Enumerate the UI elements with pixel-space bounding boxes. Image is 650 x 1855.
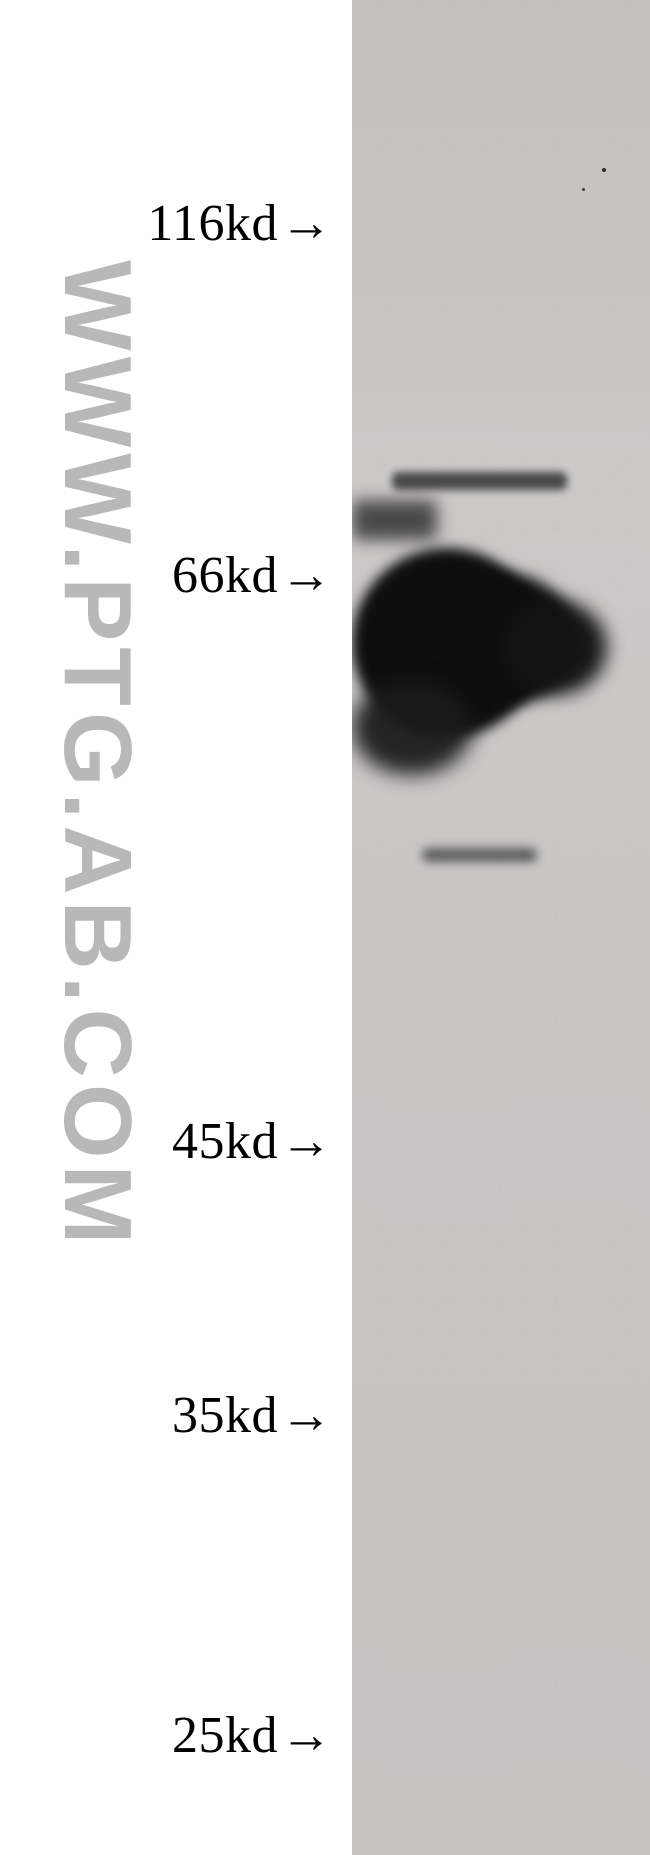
blot-lane xyxy=(352,0,650,1855)
blot-streak xyxy=(352,500,437,540)
marker-label: 35kd xyxy=(172,1386,278,1445)
arrow-icon: → xyxy=(280,194,332,253)
marker-35kd: 35kd → xyxy=(172,1386,332,1445)
blot-streak xyxy=(422,848,537,862)
arrow-icon: → xyxy=(280,1112,332,1171)
marker-66kd: 66kd → xyxy=(172,546,332,605)
marker-label: 116kd xyxy=(147,194,278,253)
blot-streak xyxy=(392,472,567,490)
marker-45kd: 45kd → xyxy=(172,1112,332,1171)
marker-label: 25kd xyxy=(172,1706,278,1765)
blot-band xyxy=(352,680,472,775)
arrow-icon: → xyxy=(280,1706,332,1765)
marker-116kd: 116kd → xyxy=(147,194,332,253)
lane-noise xyxy=(352,0,650,1855)
watermark-text: WWW.PTG.AB.COM xyxy=(42,260,152,1251)
speck xyxy=(582,188,585,191)
blot-band xyxy=(502,600,607,695)
arrow-icon: → xyxy=(280,546,332,605)
marker-label: 66kd xyxy=(172,546,278,605)
arrow-icon: → xyxy=(280,1386,332,1445)
speck xyxy=(602,168,606,172)
marker-label: 45kd xyxy=(172,1112,278,1171)
marker-25kd: 25kd → xyxy=(172,1706,332,1765)
